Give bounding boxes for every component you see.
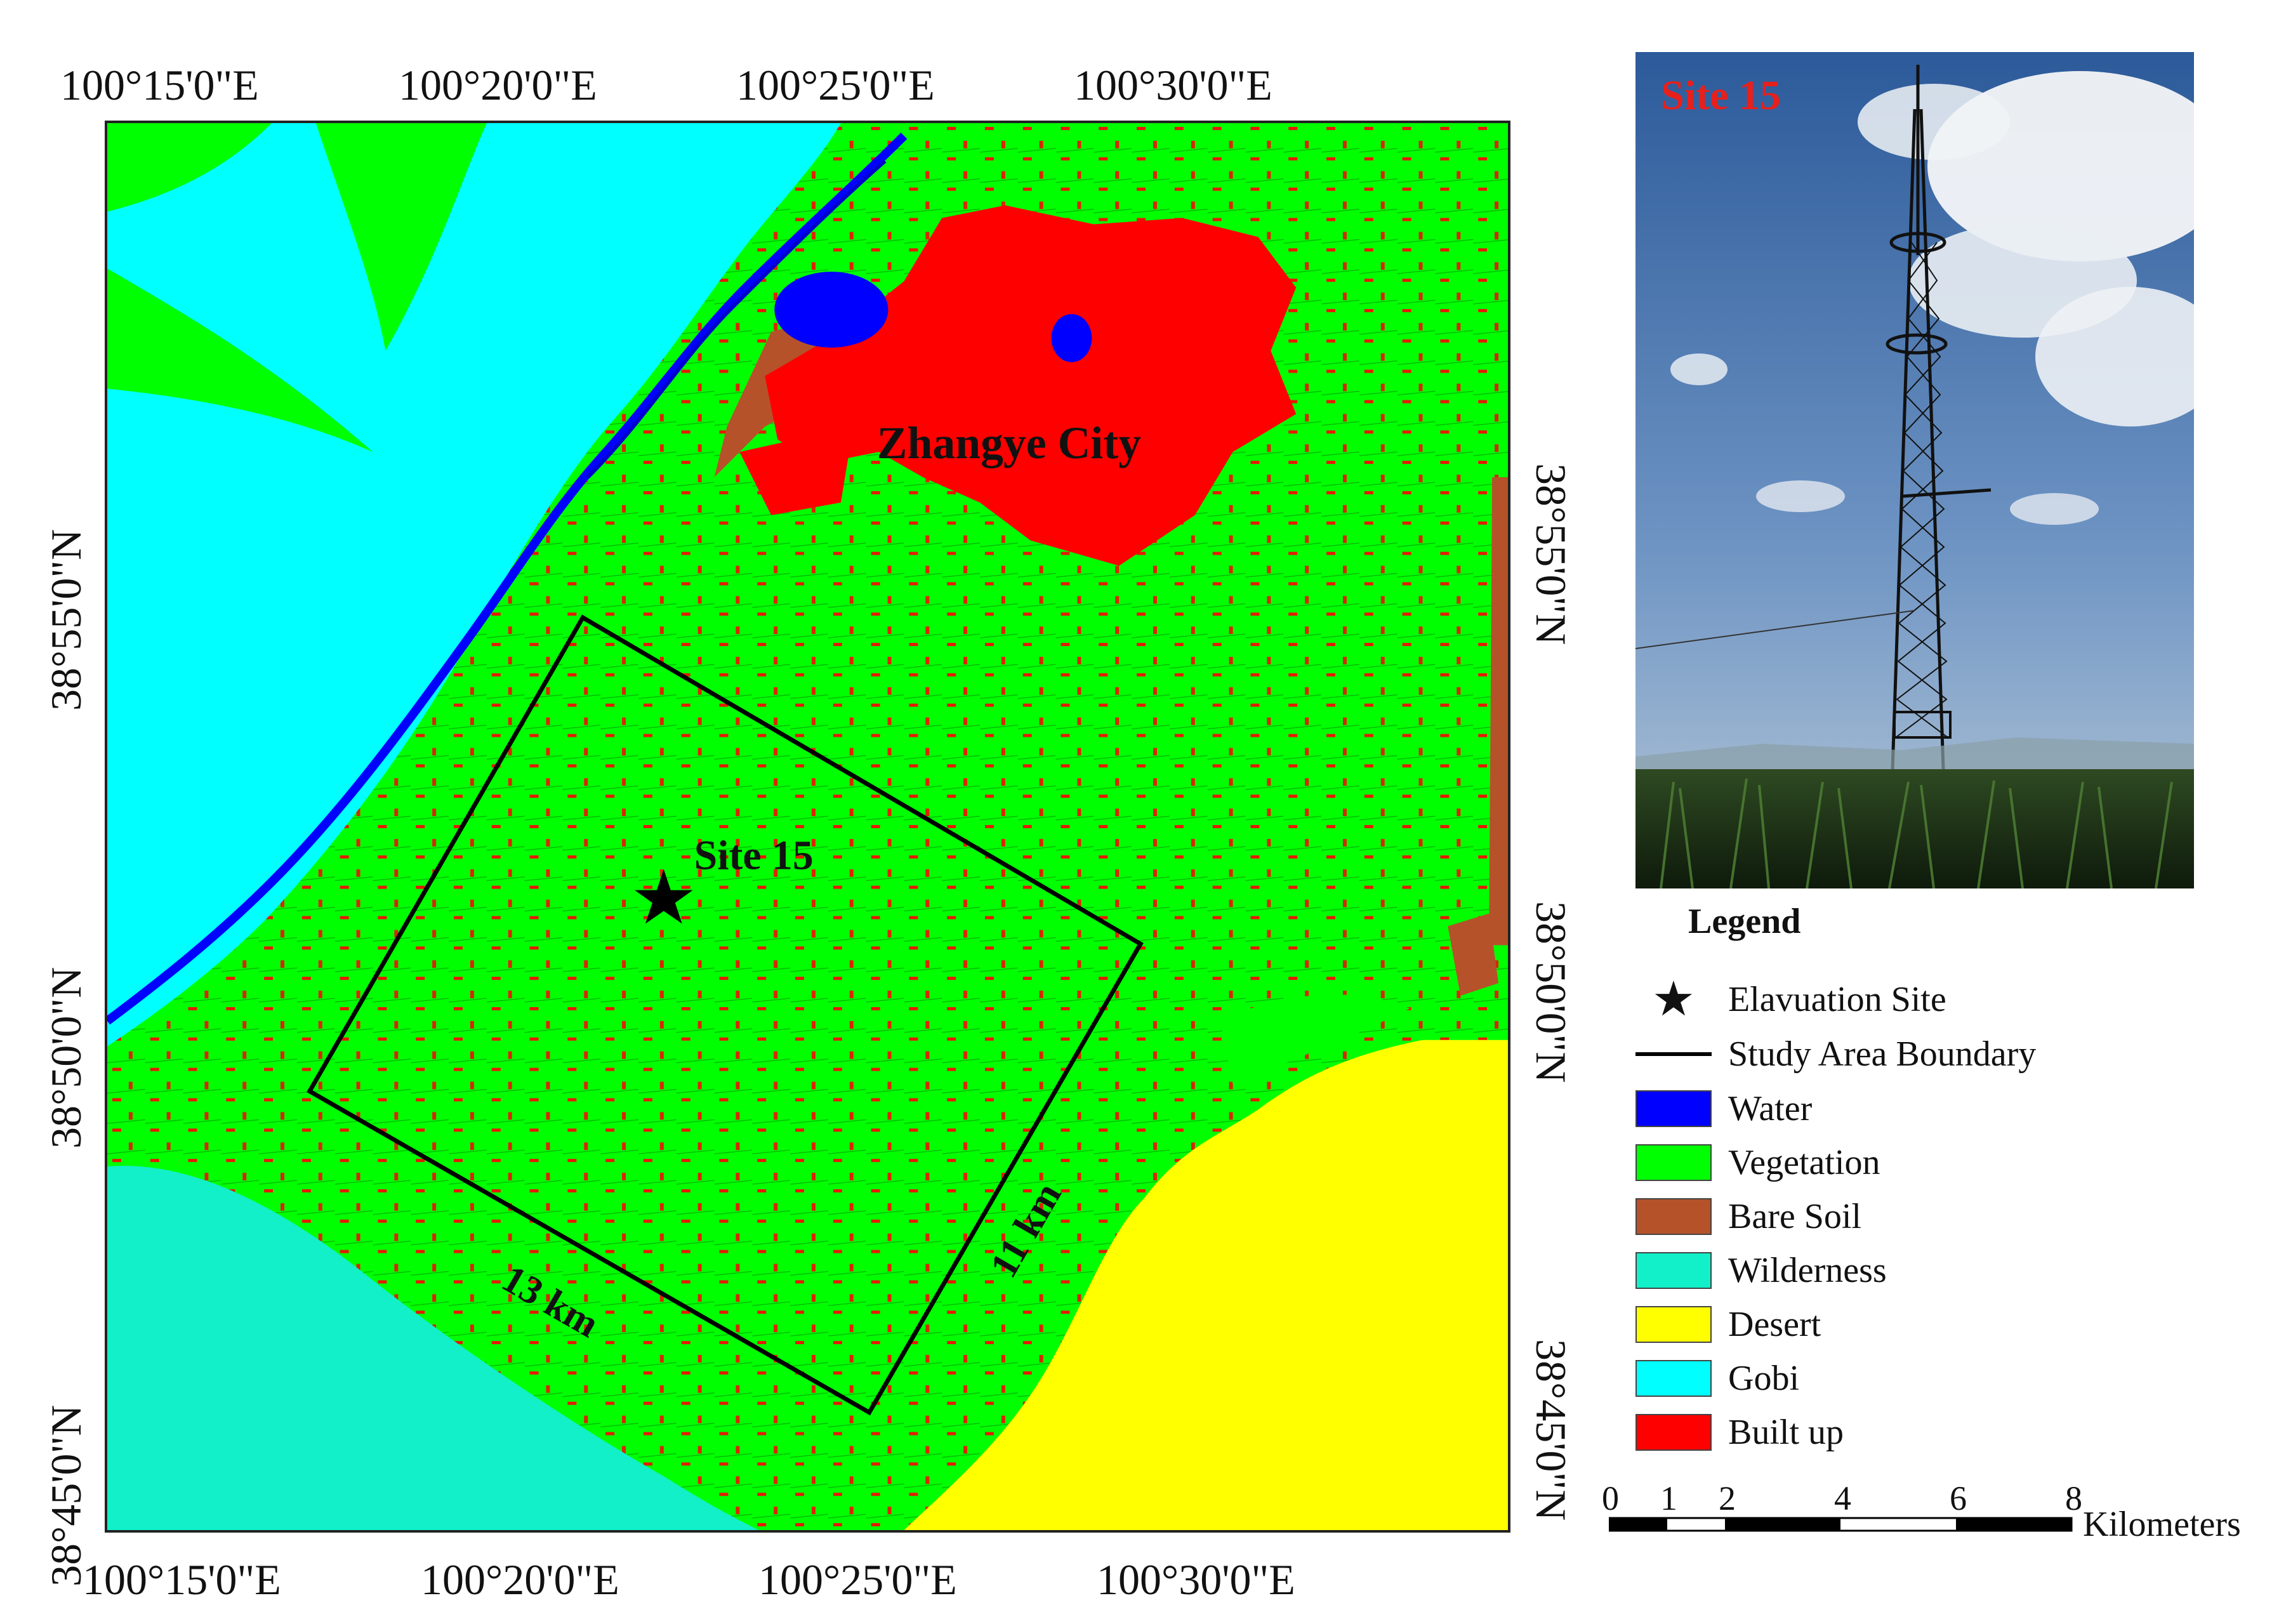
gobi-swatch	[1635, 1360, 1712, 1397]
land-cover-map: Zhangye City Site 15 13 km 11 km	[105, 121, 1510, 1533]
scale-tick-label: 0	[1602, 1479, 1619, 1517]
scale-unit: Kilometers	[2083, 1505, 2241, 1544]
study-area-boundary	[307, 614, 1144, 1416]
legend-title: Legend	[1688, 902, 1801, 941]
scale-tick-label: 8	[2065, 1479, 2082, 1517]
legend-item-wilderness: Wilderness	[1635, 1248, 1887, 1293]
legend-item-bare-soil: Bare Soil	[1635, 1194, 1861, 1239]
wilderness-swatch	[1635, 1252, 1712, 1289]
lake	[1051, 314, 1092, 362]
legend-label: Study Area Boundary	[1728, 1034, 2037, 1074]
legend-item-vegetation: Vegetation	[1635, 1140, 1880, 1185]
vegetation-strip	[315, 123, 487, 351]
top-lon-label: 100°15'0"E	[60, 61, 259, 109]
scale-bar	[1609, 1517, 2073, 1532]
legend-item-gobi: Gobi	[1635, 1356, 1799, 1401]
bare-soil-area	[1489, 477, 1508, 946]
desert-swatch	[1635, 1306, 1712, 1343]
right-lat-label: 38°55'0"N	[1527, 463, 1575, 645]
scale-tick-label: 2	[1719, 1479, 1736, 1517]
legend-item-elevation-site: ★ Elavuation Site	[1635, 973, 1946, 1026]
vegetation-strip	[107, 268, 373, 452]
scale-tick-label: 6	[1950, 1479, 1967, 1517]
vegetation-strip	[107, 123, 272, 212]
legend-label: Vegetation	[1728, 1143, 1880, 1182]
site-photo: Site 15	[1635, 52, 2194, 888]
scale-tick-label: 1	[1660, 1479, 1677, 1517]
legend-label: Water	[1728, 1089, 1813, 1128]
right-lat-label: 38°50'0"N	[1527, 901, 1575, 1083]
built-up-area	[765, 205, 1297, 566]
bare-soil-swatch	[1635, 1198, 1712, 1235]
lake	[774, 272, 889, 348]
top-lon-label: 100°30'0"E	[1074, 61, 1272, 109]
wilderness-area	[107, 1165, 759, 1530]
scale-tick-label: 4	[1834, 1479, 1851, 1517]
site-photo-image: Site 15	[1635, 52, 2194, 888]
legend-label: Elavuation Site	[1728, 980, 1946, 1019]
bottom-lon-label: 100°20'0"E	[421, 1555, 619, 1604]
bottom-lon-label: 100°15'0"E	[83, 1555, 281, 1604]
right-lat-label: 38°45'0"N	[1527, 1339, 1575, 1521]
bottom-lon-label: 100°30'0"E	[1097, 1555, 1295, 1604]
legend-label: Desert	[1728, 1305, 1821, 1344]
built-up-area	[739, 426, 854, 515]
built-up-swatch	[1635, 1414, 1712, 1451]
left-lat-label: 38°55'0"N	[42, 529, 90, 711]
legend-label: Gobi	[1728, 1359, 1799, 1398]
left-lat-label: 38°45'0"N	[42, 1404, 90, 1587]
legend-label: Built up	[1728, 1413, 1844, 1452]
left-lat-label: 38°50'0"N	[42, 967, 90, 1149]
bottom-lon-label: 100°25'0"E	[758, 1555, 957, 1604]
legend-item-boundary: Study Area Boundary	[1635, 1032, 2036, 1076]
legend-label: Wilderness	[1728, 1251, 1887, 1290]
desert-area	[904, 1040, 1508, 1530]
river-braid	[586, 159, 887, 479]
river	[107, 132, 908, 1025]
site-label: Site 15	[694, 833, 814, 879]
city-label: Zhangye City	[877, 418, 1142, 468]
line-icon	[1635, 1052, 1712, 1056]
vegetation-swatch	[1635, 1144, 1712, 1181]
elevation-site-star-icon	[634, 869, 693, 924]
gobi-area	[107, 123, 841, 1046]
star-icon: ★	[1651, 973, 1696, 1026]
legend-item-desert: Desert	[1635, 1302, 1821, 1347]
legend-item-built-up: Built up	[1635, 1410, 1844, 1455]
legend-label: Bare Soil	[1728, 1197, 1861, 1236]
photo-site-label: Site 15	[1661, 72, 1781, 119]
bare-soil-area	[1448, 913, 1499, 996]
water-swatch	[1635, 1090, 1712, 1127]
top-lon-label: 100°25'0"E	[736, 61, 935, 109]
legend-item-water: Water	[1635, 1086, 1812, 1131]
vegetation-strip	[1220, 994, 1410, 1085]
top-lon-label: 100°20'0"E	[399, 61, 597, 109]
map-canvas: Zhangye City Site 15 13 km 11 km	[107, 123, 1508, 1530]
